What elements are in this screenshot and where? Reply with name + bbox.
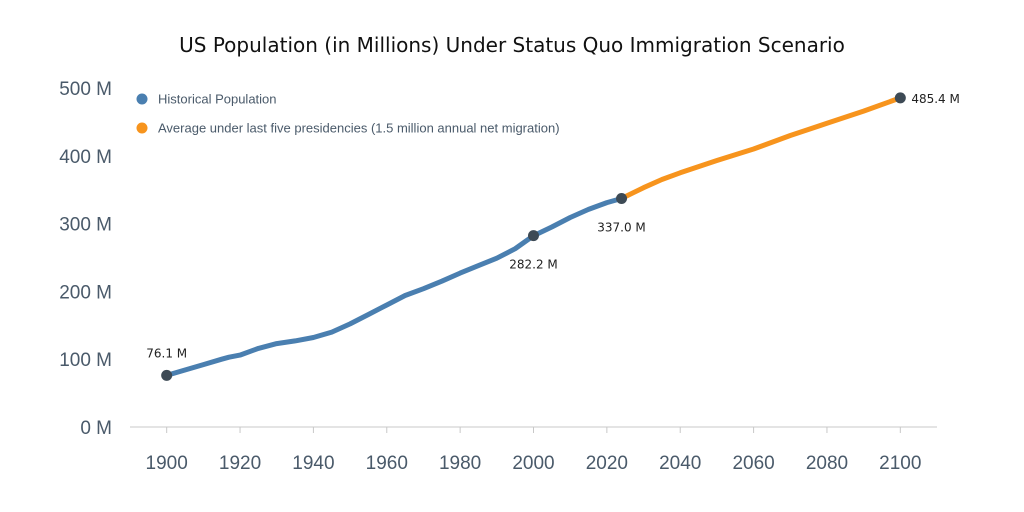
- y-tick-label: 400 M: [59, 147, 112, 168]
- y-tick-label: 200 M: [59, 282, 112, 303]
- y-tick-label: 300 M: [59, 215, 112, 236]
- y-tick-label: 500 M: [59, 79, 112, 100]
- data-point-marker: [161, 369, 173, 381]
- x-axis-ticks: 1900 1920 1940 1960 1980 2000 2020 2040 2060 2080…: [146, 427, 921, 474]
- data-label: 485.4 M: [911, 92, 960, 106]
- x-tick-label: 1900: [146, 453, 188, 474]
- series-lines: [164, 95, 903, 378]
- y-tick-label: 0 M: [80, 418, 112, 439]
- data-label: 76.1 M: [146, 346, 187, 360]
- x-tick-label: 2100: [879, 453, 921, 474]
- x-tick-label: 2020: [586, 453, 628, 474]
- x-tick-label: 2060: [732, 453, 774, 474]
- x-tick-label: 2080: [806, 453, 848, 474]
- data-point-marker: [616, 193, 628, 205]
- data-markers: [161, 92, 906, 381]
- x-tick-label: 1940: [292, 453, 334, 474]
- x-tick-label: 2040: [659, 453, 701, 474]
- chart-title: US Population (in Millions) Under Status…: [179, 33, 845, 57]
- x-tick-label: 1960: [366, 453, 408, 474]
- legend-label: Historical Population: [158, 92, 277, 107]
- legend: Historical Population Average under last …: [136, 92, 560, 136]
- series-line-0: [164, 196, 624, 378]
- data-point-marker: [528, 230, 539, 242]
- legend-label: Average under last five presidencies (1.…: [158, 121, 560, 136]
- data-labels: 76.1 M 282.2 M 337.0 M 485.4 M: [146, 92, 960, 361]
- series-line-1: [619, 95, 903, 201]
- y-axis-ticks: 0 M 100 M 200 M 300 M 400 M 500 M: [59, 79, 112, 439]
- x-tick-label: 1920: [219, 453, 261, 474]
- x-tick-label: 1980: [439, 453, 481, 474]
- data-label: 282.2 M: [509, 258, 558, 272]
- x-tick-label: 2000: [512, 453, 554, 474]
- legend-marker: [136, 93, 148, 105]
- y-tick-label: 100 M: [59, 350, 112, 371]
- data-point-marker: [894, 92, 906, 104]
- legend-marker: [136, 122, 148, 134]
- data-label: 337.0 M: [597, 221, 646, 235]
